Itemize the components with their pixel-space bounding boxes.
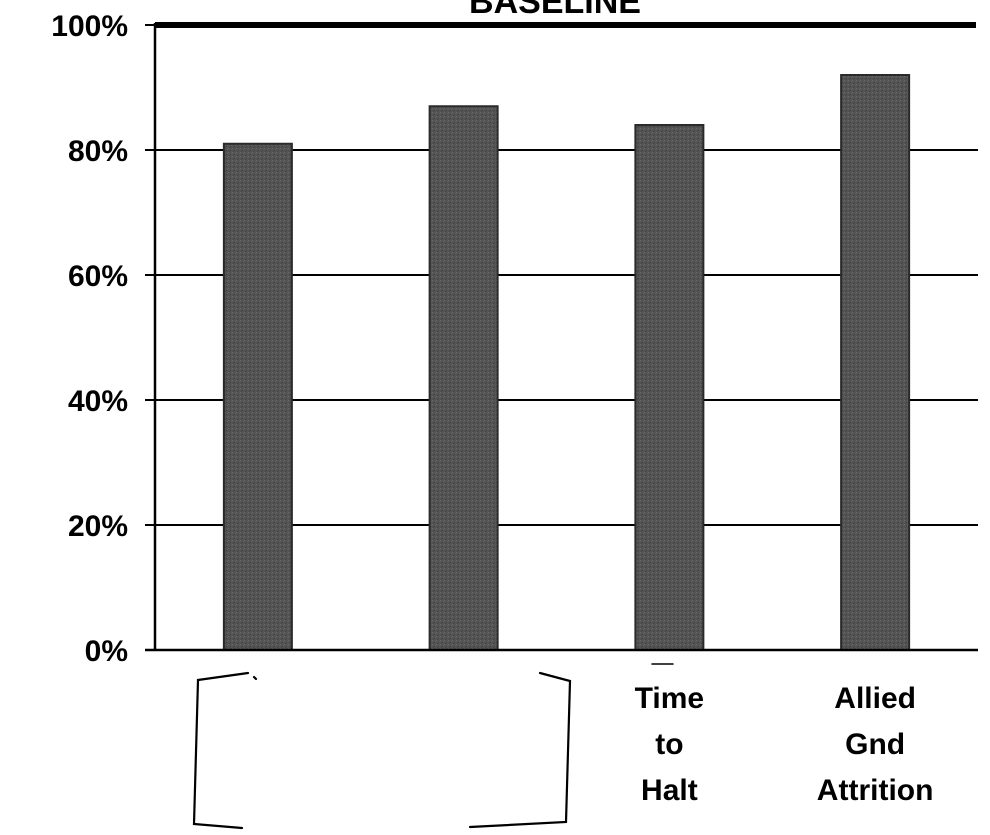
y-tick-label: 20% (68, 510, 128, 543)
y-tick-label: 100% (51, 10, 128, 43)
bar (634, 124, 705, 651)
x-category-labels: Time to Halt Allied Gnd Attrition (635, 682, 934, 807)
chart-title: BASELINE (469, 0, 641, 21)
bar (222, 142, 293, 651)
bracket-annotation (192, 663, 674, 830)
y-tick-labels: 0% 20% 40% 60% 80% 100% (51, 10, 128, 668)
x-category-label: Allied (834, 682, 916, 715)
x-category-label: Halt (641, 774, 698, 807)
y-tick-label: 80% (68, 135, 128, 168)
x-category-label: to (655, 728, 683, 761)
bar (840, 74, 911, 651)
axes (145, 23, 978, 652)
x-category-label: Attrition (817, 774, 934, 807)
y-tick-label: 0% (85, 635, 128, 668)
bar (428, 105, 499, 651)
bars (222, 74, 911, 651)
x-category-label: Gnd (845, 728, 905, 761)
y-tick-label: 60% (68, 260, 128, 293)
y-tick-label: 40% (68, 385, 128, 418)
x-category-label: Time (635, 682, 704, 715)
